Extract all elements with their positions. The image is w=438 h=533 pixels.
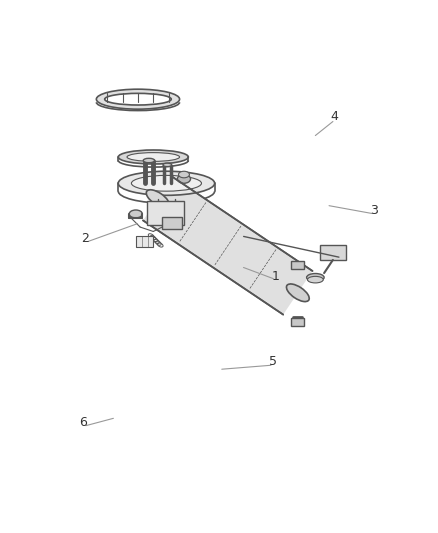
Text: 4: 4 [331,110,339,123]
Text: 3: 3 [370,204,378,217]
Bar [147,201,184,225]
Ellipse shape [163,163,172,167]
Text: 1: 1 [272,270,279,282]
Text: 5: 5 [269,355,277,368]
Ellipse shape [127,152,180,161]
Ellipse shape [96,89,180,109]
Ellipse shape [307,276,323,283]
Ellipse shape [105,93,171,105]
Text: 2: 2 [81,232,89,245]
Ellipse shape [129,210,142,218]
Ellipse shape [307,273,324,281]
Bar [136,236,153,247]
Bar [162,217,182,229]
Ellipse shape [118,171,215,195]
Bar [291,318,304,326]
Ellipse shape [286,284,309,302]
Ellipse shape [118,150,188,164]
Ellipse shape [143,158,155,163]
Ellipse shape [177,174,191,183]
Bar [291,261,304,269]
Text: 6: 6 [79,416,87,430]
Ellipse shape [146,190,169,207]
Ellipse shape [131,175,201,191]
Ellipse shape [178,171,189,178]
Bar [320,245,346,260]
Polygon shape [143,177,312,314]
